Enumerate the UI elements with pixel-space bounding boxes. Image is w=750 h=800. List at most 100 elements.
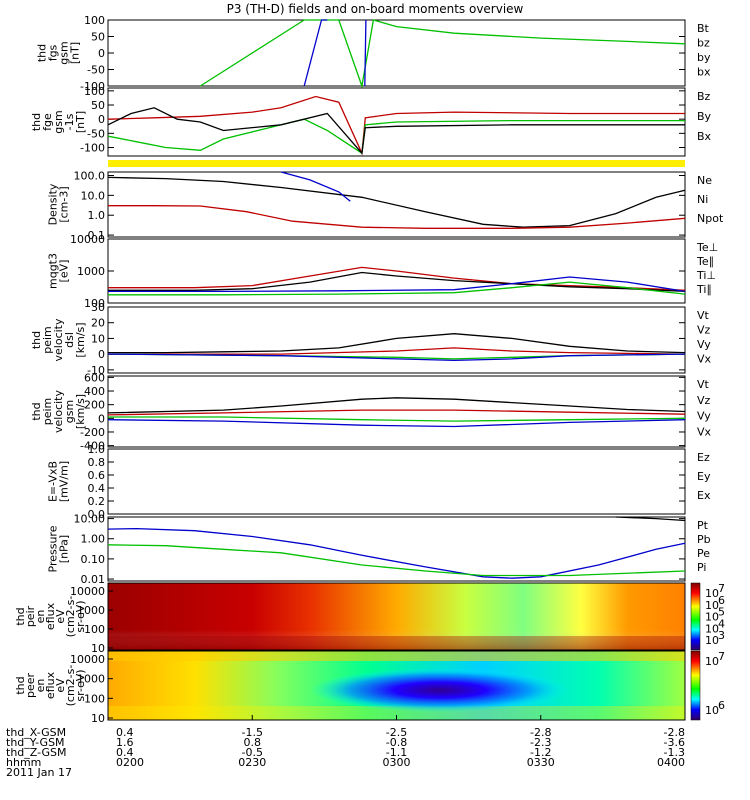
- panel-fgs-ylabel: [nT]: [69, 42, 82, 64]
- xaxis-value: 0230: [238, 756, 266, 769]
- panel-temp-ylabel: [eV]: [58, 260, 71, 283]
- panel-vdsl-ylabel: [km/s]: [74, 322, 87, 357]
- panel-density-frame: [107, 171, 686, 238]
- panel-fge-tick-label: 50: [91, 99, 105, 112]
- legend-vgsm-Vx: Vx: [697, 425, 712, 438]
- colorbar-peir-tick-exponent: 3: [718, 629, 725, 642]
- spectrogram-peir-ylabel: eflux: [44, 602, 57, 630]
- panel-efield-tick-label: 0.0: [88, 508, 106, 521]
- panel-efield-tick-label: 0.8: [88, 456, 106, 469]
- panel-efield-ylabel: [mV/m]: [58, 461, 71, 502]
- spectrogram-peer-ylabel: en: [34, 679, 47, 693]
- panel-pressure-ylabel: [nPa]: [58, 535, 71, 563]
- panel-vdsl-tick-label: 30: [91, 301, 105, 314]
- xaxis-value: 0.8: [244, 736, 262, 749]
- legend-fgs-by: by: [697, 51, 711, 64]
- panel-fge-ylabel: fge: [41, 113, 54, 131]
- panel-fge-ylabel: thd: [30, 113, 43, 131]
- legend-vdsl-Vx: Vx: [697, 353, 712, 366]
- panels-layer: 100500-50-100thdfgsgsm[nT]Btbzbybx100500…: [30, 14, 724, 586]
- legend-temp-Ti⊥: Ti⊥: [696, 269, 716, 282]
- data-quality-bar: [108, 160, 685, 167]
- legend-density-Ne: Ne: [697, 174, 712, 187]
- colorbar-peer-tick-label: 10: [705, 655, 719, 668]
- xaxis-value: -0.5: [242, 746, 263, 759]
- legend-temp-Te∥: Te∥: [696, 255, 714, 268]
- panel-temp-tick-label: 10000: [70, 233, 105, 246]
- panel-fge-ylabel: [nT]: [74, 111, 87, 133]
- panel-density-tick-label: 10.0: [81, 189, 106, 202]
- legend-temp-Te⊥: Te⊥: [696, 241, 718, 254]
- colorbar-peir-tick-label: 10: [705, 622, 719, 635]
- panel-vdsl-tick-label: 20: [91, 317, 105, 330]
- panel-fge-frame: [107, 87, 686, 157]
- series-fgs-by: [199, 19, 686, 89]
- legend-fgs-bz: bz: [697, 37, 710, 50]
- chart-title: P3 (TH-D) fields and on-board moments ov…: [227, 2, 524, 16]
- panel-vdsl-tick-label: 10: [91, 332, 105, 345]
- spectrogram-peer-ylabel: sr-eV): [74, 669, 87, 701]
- series-temp-Te∥: [108, 271, 686, 293]
- panel-vgsm-tick-label: 400: [84, 385, 105, 398]
- legend-fgs-Bt: Bt: [697, 22, 710, 35]
- colorbar-peir-tick-exponent: 6: [718, 594, 725, 607]
- xaxis-row-label: thd_Z-GSM: [6, 746, 66, 759]
- legend-density-Ni: Ni: [697, 193, 708, 206]
- colorbar-peir-tick-label: 10: [705, 634, 719, 647]
- xaxis-value: 0.4: [116, 726, 134, 739]
- legend-vdsl-Vy: Vy: [697, 338, 711, 351]
- series-vgsm-Vz: [107, 409, 686, 416]
- colorbar-peir: [690, 582, 701, 651]
- colorbar-peer-tick-exponent: 7: [718, 650, 725, 663]
- spectrogram-peer-top-band: [108, 651, 685, 661]
- legend-density-Npot: Npot: [697, 212, 724, 225]
- xaxis-value: -2.8: [530, 726, 551, 739]
- panel-fgs-tick-label: -50: [87, 64, 105, 77]
- spectrogram-peir-ylabel: (cm2-s-: [64, 596, 77, 638]
- panel-temp-ylabel: mqgt3: [47, 253, 60, 289]
- panel-pressure-tick-label: 10.00: [74, 513, 106, 526]
- panel-density-ylabel: Density: [47, 183, 60, 225]
- spectrogram-peer-ylabel: eflux: [44, 671, 57, 699]
- xaxis-value: -1.2: [530, 746, 551, 759]
- spectrogram-peer-ylabel: peer: [24, 673, 37, 699]
- panel-vgsm-ylabel: thd: [30, 402, 43, 420]
- legend-vgsm-Vy: Vy: [697, 410, 711, 423]
- panel-vdsl-ylabel: peim: [41, 326, 54, 354]
- series-vdsl-Vz: [108, 347, 686, 355]
- series-pressure-Pt: [615, 516, 686, 522]
- spectrogram-peer: [107, 650, 686, 721]
- spectrogram-peir-tick-label: 10000: [70, 585, 105, 598]
- panel-vgsm-ylabel: velocity: [52, 390, 65, 433]
- xaxis-value: -0.8: [386, 736, 407, 749]
- panel-vgsm-tick-label: 600: [84, 371, 105, 384]
- spectrogram-peer-ylabel: eV: [54, 678, 67, 693]
- legend-vgsm-Vz: Vz: [697, 394, 711, 407]
- spectrogram-peer-ylabel: (cm2-s-: [64, 665, 77, 707]
- panel-temp-tick-label: 1000: [77, 265, 105, 278]
- series-fgs-bx: [303, 19, 328, 87]
- xaxis-row-label: thd_X-GSM: [6, 726, 66, 739]
- colorbar-peer: [690, 650, 701, 721]
- panel-vgsm-frame: [107, 375, 686, 448]
- panel-pressure-tick-label: 0.10: [81, 553, 106, 566]
- panel-fge-tick-label: -100: [80, 142, 105, 155]
- spectrogram-peir-ylabel: sr-eV): [74, 600, 87, 632]
- xaxis-value: 0300: [383, 756, 411, 769]
- spectrogram-peir-tick-label: 1000: [77, 604, 105, 617]
- panel-pressure-tick-label: 0.01: [81, 573, 106, 586]
- panel-fgs-ylabel: fgs: [47, 44, 60, 61]
- xaxis-value: 1.6: [116, 736, 134, 749]
- panel-vdsl-tick-label: -10: [87, 364, 105, 377]
- panel-fge-tick-label: -50: [87, 127, 105, 140]
- spectrogram-peer-ylabel: thd: [14, 676, 27, 694]
- spectrogram-peir-ylabel: peir: [24, 605, 37, 627]
- panel-fge-ylabel: -1s: [63, 113, 76, 130]
- panel-vdsl-ylabel: dsl: [63, 332, 76, 348]
- legend-temp-Ti∥: Ti∥: [696, 283, 712, 296]
- panel-vdsl-frame: [107, 306, 686, 374]
- panel-efield-frame: [107, 448, 686, 515]
